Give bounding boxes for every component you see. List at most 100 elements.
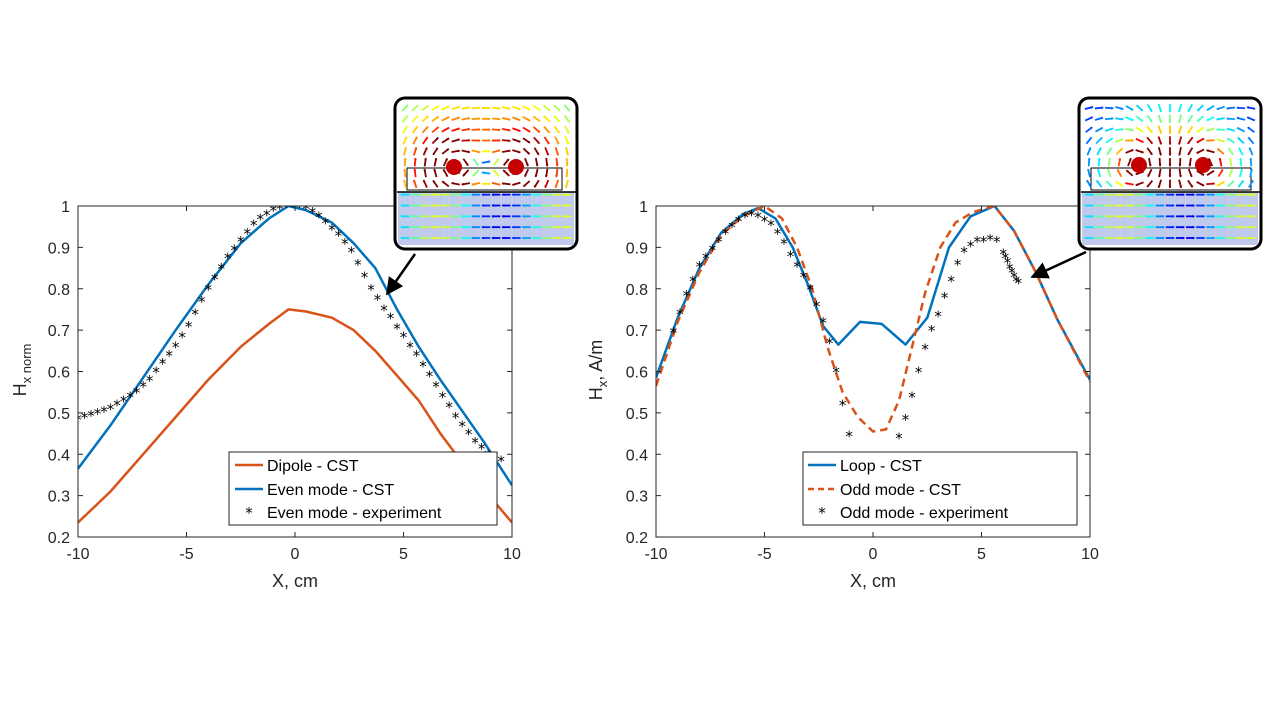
field-arrowhead [1212, 182, 1215, 186]
field-arrowhead [467, 117, 470, 120]
field-arrowhead [1201, 183, 1205, 187]
right-odd-mode-experiment-point: * [676, 306, 684, 324]
field-arrowhead [434, 158, 438, 161]
left-y-tick-label: 0.2 [48, 530, 70, 547]
field-arrowhead [544, 185, 548, 188]
field-arrowhead [557, 108, 560, 111]
field-arrowhead [432, 180, 436, 183]
field-arrowhead [537, 118, 541, 122]
field-arrowhead [1111, 106, 1114, 110]
field-arrowhead [431, 236, 434, 240]
left-even-mode-experiment-point: * [81, 409, 89, 427]
field-arrowhead [435, 137, 439, 140]
right-odd-mode-experiment-point: * [793, 258, 801, 276]
left-even-mode-experiment-point: * [361, 268, 369, 286]
field-arrowhead [1188, 164, 1192, 167]
field-arrowhead [1178, 164, 1182, 167]
field-arrowhead [426, 105, 429, 108]
field-arrowhead [502, 225, 505, 229]
right-odd-mode-experiment-point: * [1010, 268, 1018, 286]
field-arrowhead [1206, 149, 1209, 153]
left-even-mode-experiment-point: * [393, 320, 401, 338]
field-arrowhead [1212, 193, 1215, 197]
field-arrowhead [1091, 214, 1094, 218]
right-legend-swatch-odd-exp: * [818, 504, 826, 522]
field-arrowhead [414, 147, 418, 150]
right-odd-mode-experiment-point: * [683, 287, 691, 305]
field-arrowhead [431, 204, 434, 207]
field-arrowhead [562, 214, 565, 218]
field-arrowhead [1168, 142, 1172, 145]
field-arrowhead [1192, 214, 1195, 218]
field-arrowhead [534, 174, 538, 178]
field-arrowhead [1216, 138, 1220, 142]
field-arrowhead [565, 185, 568, 188]
field-arrowhead [491, 214, 494, 218]
left-even-mode-experiment-point: * [413, 347, 421, 365]
left-y-tick-label: 0.4 [48, 447, 70, 464]
left-legend-label-even-exp: Even mode - experiment [267, 505, 442, 522]
left-even-mode-experiment-point: * [374, 291, 382, 309]
left-even-mode-experiment-point: * [74, 411, 82, 429]
left-even-mode-experiment-point: * [126, 388, 134, 406]
field-arrowhead [1243, 214, 1246, 218]
field-arrowhead [441, 214, 444, 218]
right-odd-mode-experiment-point: * [1012, 272, 1020, 290]
field-arrowhead [1232, 214, 1235, 218]
field-arrowhead [1187, 152, 1191, 155]
field-arrowhead [1121, 236, 1124, 240]
field-arrowhead [488, 117, 491, 121]
field-arrowhead [1151, 236, 1154, 240]
field-arrowhead [1149, 130, 1153, 133]
field-arrowhead [1168, 120, 1172, 124]
field-arrowhead [491, 204, 494, 207]
right-y-tick-label: 0.5 [626, 406, 648, 423]
field-arrowhead [1140, 108, 1143, 111]
right-odd-mode-experiment-point: * [967, 237, 975, 255]
field-arrowhead [1151, 214, 1154, 218]
field-arrowhead [1241, 180, 1244, 183]
field-arrowhead [556, 130, 560, 134]
field-arrowhead [512, 204, 515, 207]
field-arrowhead [562, 204, 565, 207]
field-arrowhead [425, 137, 428, 140]
right-odd-mode-experiment-point: * [780, 235, 788, 253]
left-legend-label-even-cst: Even mode - CST [267, 482, 394, 499]
field-arrowhead [1147, 184, 1150, 188]
field-arrowhead [443, 169, 446, 172]
right-odd-mode-experiment-point: * [960, 244, 968, 262]
right-x-axis-label: X, cm [850, 571, 896, 591]
left-y-tick-label: 0.5 [48, 406, 70, 423]
field-arrowhead [1131, 139, 1134, 142]
field-arrowhead [512, 183, 515, 186]
field-arrowhead [1222, 214, 1225, 218]
field-arrowhead [552, 214, 555, 218]
field-arrowhead [1096, 180, 1100, 183]
field-arrowhead [522, 193, 525, 197]
field-arrowhead [1098, 147, 1102, 151]
left-even-mode-experiment-point: * [244, 225, 252, 243]
field-arrowhead [1206, 128, 1209, 132]
left-legend: Dipole - CST Even mode - CST * Even mode… [228, 451, 498, 526]
field-arrowhead [436, 127, 439, 130]
field-arrowhead [508, 139, 511, 143]
field-arrowhead [542, 214, 545, 218]
right-odd-mode-cst-line [656, 206, 1090, 433]
right-odd-mode-experiment-point: * [754, 208, 762, 226]
left-even-mode-experiment-point: * [159, 355, 167, 373]
field-arrowhead [508, 149, 511, 153]
left-even-mode-experiment-point: * [133, 384, 141, 402]
field-arrowhead [1151, 225, 1154, 229]
field-arrowhead [1149, 109, 1153, 112]
left-even-mode-experiment-point: * [432, 378, 440, 396]
field-arrowhead [556, 141, 560, 145]
field-arrowhead [503, 170, 506, 173]
right-odd-mode-experiment-point: * [902, 411, 910, 429]
left-even-mode-experiment-point: * [380, 301, 388, 319]
field-arrowhead [481, 225, 484, 229]
field-arrowhead [471, 236, 474, 240]
field-arrowhead [1162, 193, 1165, 197]
field-arrowhead [1148, 164, 1152, 167]
field-arrowhead [421, 236, 424, 240]
field-arrowhead [537, 141, 540, 144]
